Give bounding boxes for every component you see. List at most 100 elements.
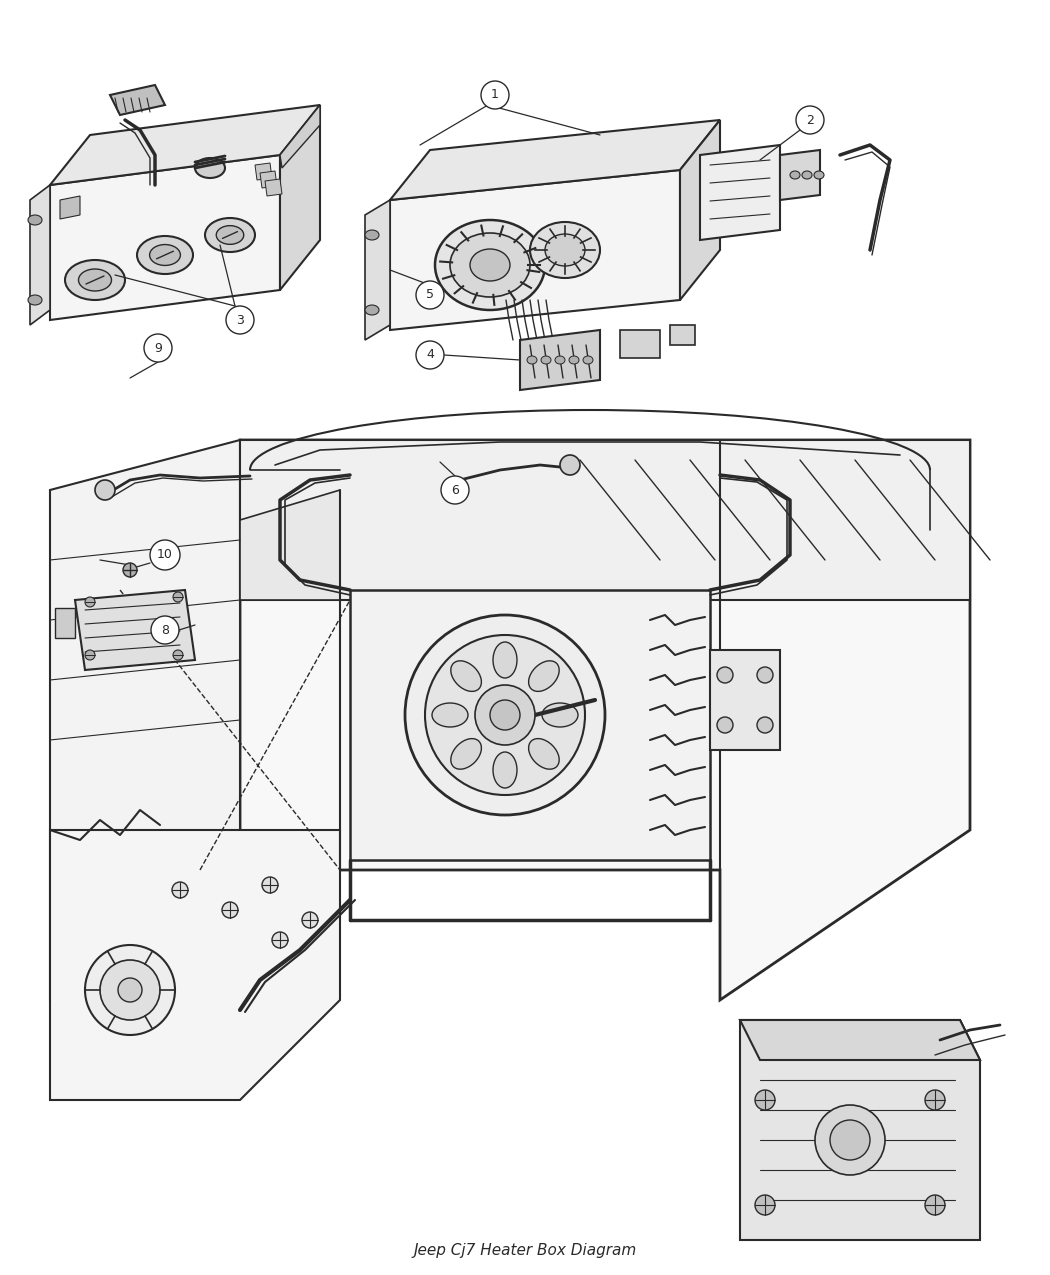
Circle shape — [144, 334, 172, 362]
Ellipse shape — [450, 660, 481, 691]
Circle shape — [441, 476, 469, 504]
Circle shape — [222, 901, 238, 918]
Ellipse shape — [802, 171, 812, 179]
Polygon shape — [680, 120, 720, 300]
Ellipse shape — [149, 245, 181, 265]
Circle shape — [272, 932, 288, 949]
Circle shape — [118, 978, 142, 1002]
Ellipse shape — [470, 249, 510, 280]
Polygon shape — [390, 120, 720, 200]
Ellipse shape — [79, 269, 111, 291]
Ellipse shape — [450, 738, 481, 769]
Bar — [670, 325, 695, 346]
Ellipse shape — [527, 356, 537, 363]
Polygon shape — [60, 196, 80, 219]
Polygon shape — [255, 163, 272, 180]
Polygon shape — [50, 105, 320, 185]
Text: 8: 8 — [161, 623, 169, 636]
Circle shape — [925, 1195, 945, 1215]
Circle shape — [262, 877, 278, 892]
Circle shape — [717, 667, 733, 683]
Polygon shape — [740, 1020, 980, 1060]
Ellipse shape — [365, 305, 379, 315]
Circle shape — [100, 960, 160, 1020]
Circle shape — [796, 106, 824, 134]
Polygon shape — [265, 179, 282, 196]
Circle shape — [405, 615, 605, 815]
Polygon shape — [280, 105, 320, 289]
Circle shape — [151, 616, 178, 644]
Circle shape — [173, 592, 183, 602]
Ellipse shape — [365, 230, 379, 240]
Polygon shape — [50, 830, 340, 1100]
Circle shape — [123, 564, 136, 578]
Circle shape — [85, 650, 94, 660]
Polygon shape — [240, 490, 340, 601]
Polygon shape — [240, 440, 970, 601]
Circle shape — [475, 685, 536, 745]
Text: 4: 4 — [426, 348, 434, 362]
Polygon shape — [390, 170, 680, 330]
Polygon shape — [780, 150, 820, 200]
Ellipse shape — [432, 703, 468, 727]
Text: 10: 10 — [158, 548, 173, 561]
Bar — [620, 330, 660, 358]
Circle shape — [416, 340, 444, 368]
Polygon shape — [710, 650, 780, 750]
Ellipse shape — [528, 660, 560, 691]
Circle shape — [830, 1119, 870, 1160]
Circle shape — [302, 912, 318, 928]
Text: 5: 5 — [426, 288, 434, 301]
Ellipse shape — [65, 260, 125, 300]
Circle shape — [560, 455, 580, 476]
Ellipse shape — [28, 295, 42, 305]
Ellipse shape — [494, 752, 517, 788]
Ellipse shape — [530, 222, 600, 278]
Polygon shape — [110, 85, 165, 115]
Bar — [55, 608, 75, 638]
Polygon shape — [75, 590, 195, 669]
Circle shape — [416, 280, 444, 309]
Circle shape — [173, 650, 183, 660]
Ellipse shape — [790, 171, 800, 179]
Ellipse shape — [435, 221, 545, 310]
Text: Jeep Cj7 Heater Box Diagram: Jeep Cj7 Heater Box Diagram — [414, 1243, 636, 1257]
Circle shape — [172, 882, 188, 898]
Text: 6: 6 — [452, 483, 459, 496]
Ellipse shape — [569, 356, 579, 363]
Ellipse shape — [583, 356, 593, 363]
Circle shape — [226, 306, 254, 334]
Ellipse shape — [541, 356, 551, 363]
Polygon shape — [520, 330, 600, 390]
Circle shape — [150, 541, 180, 570]
Polygon shape — [30, 185, 50, 325]
Ellipse shape — [205, 218, 255, 252]
Ellipse shape — [545, 235, 585, 266]
Text: 1: 1 — [491, 88, 499, 102]
Polygon shape — [240, 440, 970, 1000]
Text: 2: 2 — [806, 113, 814, 126]
Polygon shape — [740, 1020, 980, 1241]
Ellipse shape — [814, 171, 824, 179]
Polygon shape — [260, 171, 277, 187]
Circle shape — [757, 717, 773, 733]
Circle shape — [757, 667, 773, 683]
Circle shape — [755, 1090, 775, 1111]
Circle shape — [717, 717, 733, 733]
Text: 9: 9 — [154, 342, 162, 354]
Ellipse shape — [195, 158, 225, 178]
Ellipse shape — [542, 703, 578, 727]
Polygon shape — [50, 156, 280, 320]
Ellipse shape — [450, 233, 530, 297]
Polygon shape — [365, 200, 390, 340]
Polygon shape — [700, 145, 780, 240]
Circle shape — [490, 700, 520, 731]
Ellipse shape — [528, 738, 560, 769]
Circle shape — [755, 1195, 775, 1215]
Circle shape — [815, 1105, 885, 1176]
Polygon shape — [280, 105, 320, 168]
Circle shape — [85, 945, 175, 1035]
Ellipse shape — [28, 215, 42, 224]
Ellipse shape — [494, 643, 517, 678]
Circle shape — [85, 597, 94, 607]
